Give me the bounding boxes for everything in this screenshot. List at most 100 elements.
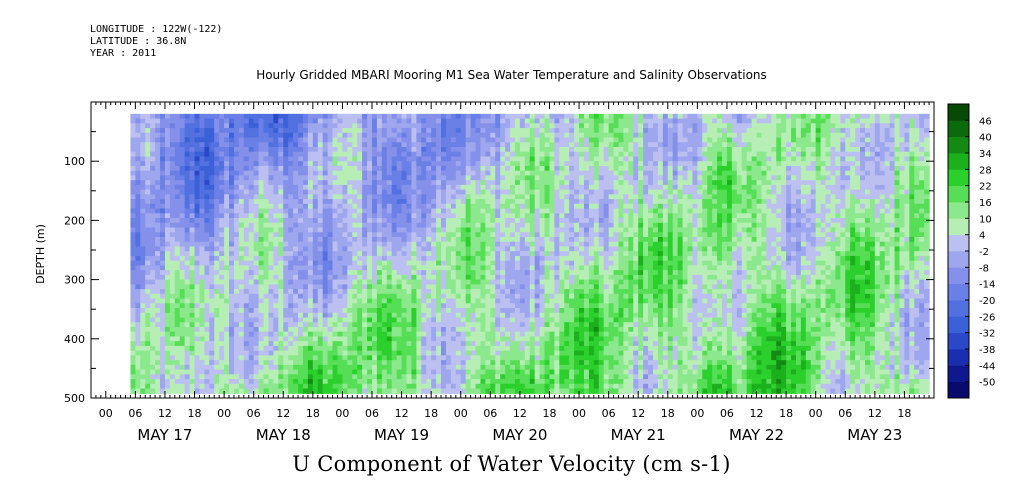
heatmap-cell — [391, 274, 398, 281]
heatmap-cell — [416, 379, 422, 385]
heatmap-cell — [199, 279, 205, 285]
heatmap-cell — [386, 232, 393, 238]
heatmap-cell — [179, 279, 186, 285]
heatmap-cell — [199, 379, 205, 385]
heatmap-cell — [164, 270, 171, 276]
heatmap-cell — [160, 279, 166, 285]
heatmap-cell — [298, 298, 304, 304]
heatmap-cell — [465, 113, 472, 120]
heatmap-cell — [238, 184, 245, 191]
heatmap-cell — [401, 383, 408, 390]
heatmap-cell — [500, 260, 506, 266]
heatmap-cell — [322, 284, 329, 290]
heatmap-cell — [248, 161, 255, 167]
heatmap-cell — [514, 146, 521, 153]
heatmap-cell — [460, 118, 467, 124]
heatmap-cell — [396, 232, 403, 238]
heatmap-cell — [194, 128, 201, 134]
heatmap-cell — [268, 208, 274, 214]
heatmap-cell — [145, 317, 151, 323]
heatmap-cell — [381, 374, 388, 380]
heatmap-cell — [362, 132, 368, 139]
heatmap-cell — [238, 260, 245, 266]
heatmap-cell — [283, 189, 289, 195]
heatmap-cell — [505, 274, 511, 281]
heatmap-cell — [302, 336, 309, 342]
heatmap-cell — [337, 241, 344, 248]
heatmap-cell — [307, 132, 314, 139]
heatmap-cell — [352, 227, 358, 233]
heatmap-cell — [445, 132, 452, 139]
heatmap-cell — [302, 213, 309, 219]
heatmap-cell — [145, 208, 151, 214]
heatmap-cell — [233, 298, 240, 304]
heatmap-cell — [342, 279, 348, 285]
heatmap-cell — [268, 336, 274, 342]
heatmap-cell — [229, 236, 235, 243]
heatmap-cell — [332, 189, 339, 195]
heatmap-cell — [416, 331, 422, 338]
heatmap-cell — [362, 279, 368, 285]
heatmap-cell — [130, 317, 136, 323]
heatmap-cell — [219, 194, 225, 200]
heatmap-cell — [470, 388, 477, 394]
heatmap-cell — [233, 184, 240, 191]
heatmap-cell — [529, 227, 536, 233]
heatmap-cell — [431, 341, 437, 347]
heatmap-cell — [253, 279, 260, 285]
heatmap-cell — [426, 113, 432, 120]
heatmap-cell — [534, 218, 541, 224]
heatmap-cell — [130, 118, 136, 124]
heatmap-cell — [426, 222, 432, 229]
heatmap-cell — [490, 246, 496, 252]
heatmap-cell — [179, 170, 186, 177]
heatmap-cell — [381, 265, 388, 271]
heatmap-cell — [505, 227, 511, 233]
heatmap-cell — [529, 279, 536, 285]
heatmap-cell — [243, 189, 250, 195]
heatmap-cell — [327, 194, 334, 200]
heatmap-cell — [465, 364, 472, 371]
heatmap-cell — [455, 123, 462, 129]
heatmap-cell — [307, 260, 314, 266]
heatmap-cell — [337, 284, 344, 290]
heatmap-cell — [352, 123, 358, 129]
heatmap-cell — [445, 383, 452, 390]
heatmap-cell — [450, 255, 457, 262]
heatmap-cell — [475, 374, 482, 380]
heatmap-cell — [130, 203, 136, 210]
heatmap-cell — [431, 203, 437, 210]
heatmap-cell — [352, 312, 358, 319]
heatmap-cell — [229, 165, 235, 172]
heatmap-cell — [204, 161, 210, 167]
station-metadata: LONGITUDE : 122W(-122) LATITUDE : 36.8N … — [90, 24, 222, 60]
heatmap-cell — [219, 175, 225, 181]
heatmap-cell — [514, 137, 521, 143]
heatmap-cell — [480, 151, 486, 158]
heatmap-cell — [337, 208, 344, 214]
heatmap-cell — [426, 170, 432, 177]
heatmap-cell — [298, 293, 304, 300]
heatmap-cell — [160, 260, 166, 266]
heatmap-cell — [460, 369, 467, 375]
heatmap-cell — [514, 317, 521, 323]
heatmap-cell — [416, 165, 422, 172]
heatmap-cell — [421, 151, 427, 158]
heatmap-cell — [534, 232, 541, 238]
heatmap-cell — [529, 222, 536, 229]
heatmap-cell — [135, 345, 141, 352]
heatmap-cell — [347, 260, 353, 266]
heatmap-cell — [362, 284, 368, 290]
heatmap-cell — [510, 208, 516, 214]
heatmap-cell — [278, 137, 284, 143]
heatmap-cell — [140, 279, 146, 285]
heatmap-cell — [327, 388, 334, 394]
heatmap-cell — [258, 161, 265, 167]
heatmap-cell — [258, 369, 265, 375]
heatmap-cell — [406, 326, 413, 333]
heatmap-cell — [293, 161, 299, 167]
heatmap-cell — [396, 350, 403, 356]
heatmap-cell — [317, 236, 324, 243]
heatmap-cell — [460, 132, 467, 139]
heatmap-cell — [273, 184, 279, 191]
